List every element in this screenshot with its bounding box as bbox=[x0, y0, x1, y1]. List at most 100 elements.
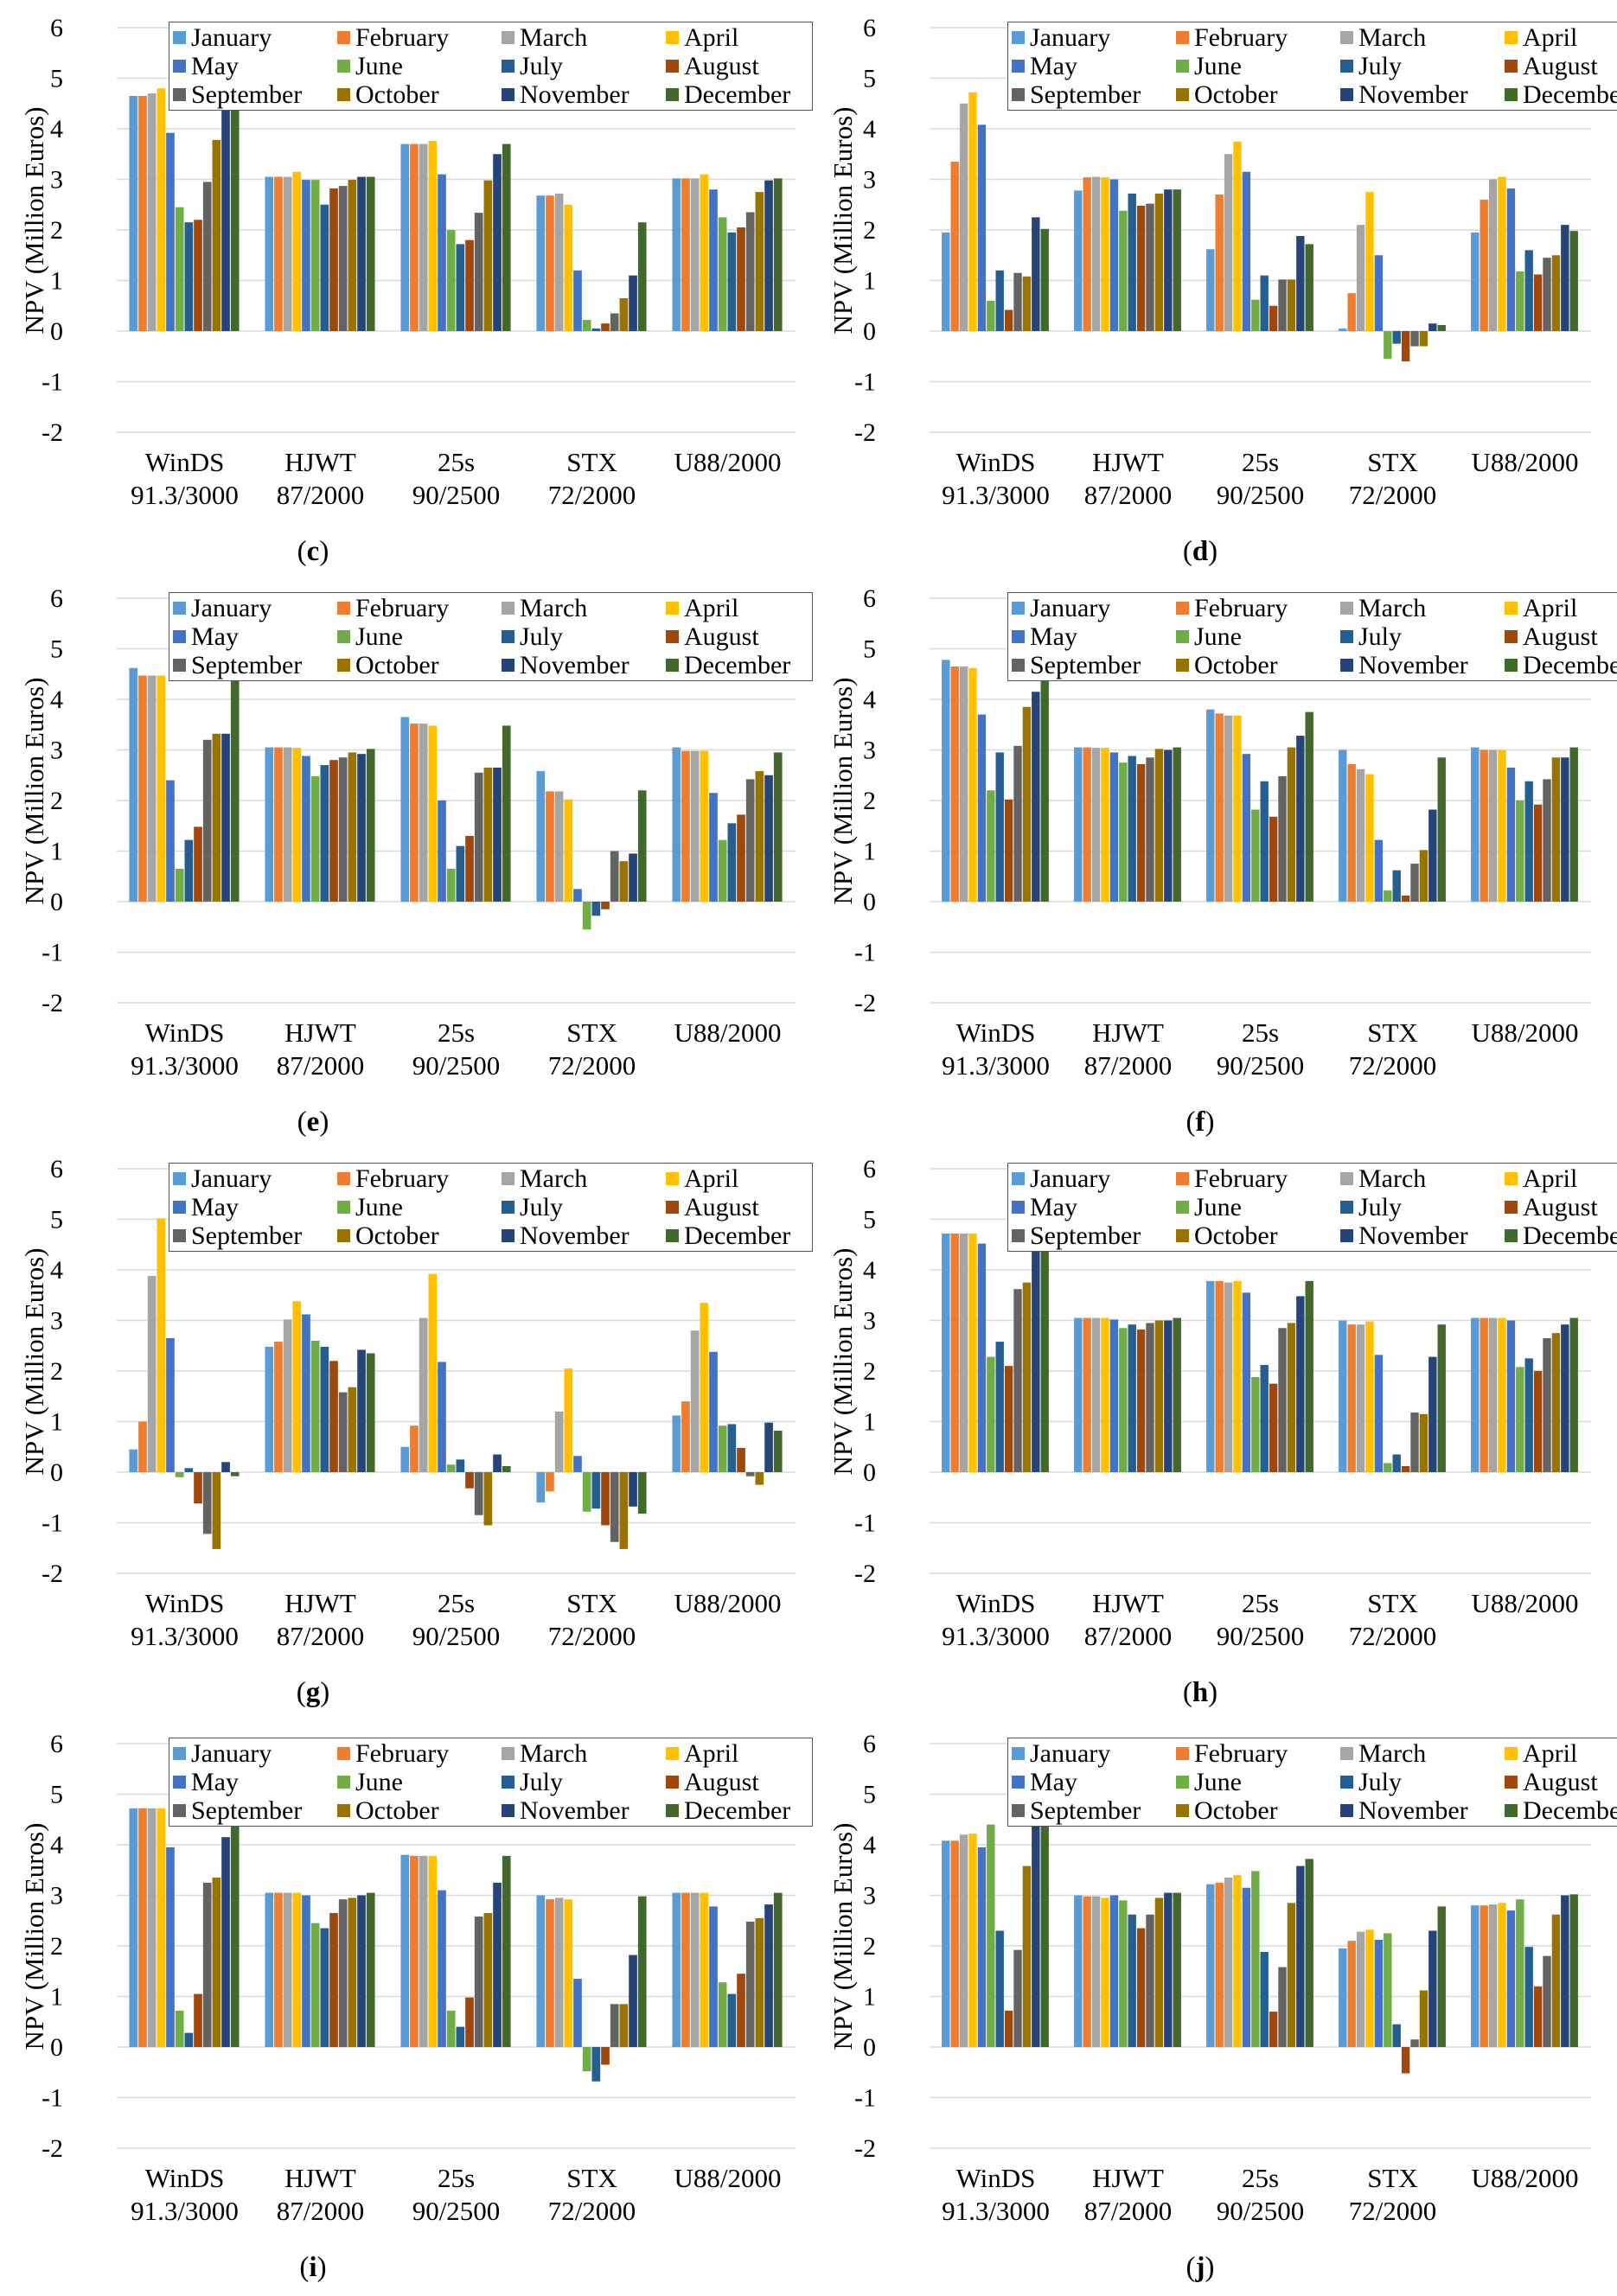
legend-swatch bbox=[666, 630, 679, 643]
legend-swatch bbox=[173, 630, 186, 643]
y-tick-label: 0 bbox=[50, 1458, 63, 1487]
bar-may bbox=[573, 889, 582, 902]
bar-october bbox=[619, 297, 629, 331]
bar-november bbox=[629, 853, 637, 902]
legend-swatch bbox=[502, 602, 514, 615]
bar-october bbox=[755, 1917, 764, 2047]
legend-item: October bbox=[1176, 1796, 1340, 1825]
bar-august bbox=[1401, 2047, 1410, 2074]
bar-september bbox=[610, 313, 619, 331]
legend-item: November bbox=[502, 651, 666, 679]
x-category-label: U88/2000 bbox=[674, 2163, 782, 2193]
bar-october bbox=[755, 771, 764, 902]
bar-january bbox=[265, 747, 274, 902]
legend-swatch bbox=[502, 1804, 514, 1817]
bar-march bbox=[1091, 748, 1101, 902]
bar-september bbox=[1146, 1323, 1154, 1472]
bar-february bbox=[950, 162, 959, 331]
legend-item: May bbox=[173, 52, 337, 80]
legend-label: November bbox=[1358, 80, 1468, 109]
bar-june bbox=[987, 1824, 995, 2047]
bar-june bbox=[310, 775, 320, 902]
y-tick-label: 3 bbox=[863, 737, 876, 765]
x-category-label: WinDS bbox=[956, 1588, 1036, 1618]
bar-december bbox=[1437, 1324, 1446, 1472]
bar-april bbox=[968, 1233, 977, 1472]
legend-swatch bbox=[1176, 1776, 1189, 1789]
legend-label: September bbox=[1030, 80, 1141, 109]
legend-label: October bbox=[1194, 80, 1278, 109]
legend-swatch bbox=[502, 88, 514, 101]
legend-label: January bbox=[191, 1164, 272, 1193]
chart-panel: NPV (Million Euros) -2 -1 0 1 2 3 4 5 6 WinDS 91.3/… bbox=[0, 0, 813, 571]
bar-july bbox=[1260, 275, 1269, 331]
bar-february bbox=[1083, 1896, 1091, 2047]
legend-swatch bbox=[1340, 630, 1353, 643]
legend-item: February bbox=[1176, 1164, 1340, 1193]
bar-september bbox=[745, 1921, 755, 2047]
bar-october bbox=[348, 752, 357, 902]
bar-july bbox=[591, 902, 601, 916]
legend-item: April bbox=[1505, 1739, 1617, 1768]
bar-december bbox=[1437, 757, 1446, 902]
bar-march bbox=[1091, 1317, 1101, 1472]
bar-june bbox=[446, 868, 456, 902]
bar-july bbox=[995, 1930, 1004, 2047]
bar-september bbox=[1543, 779, 1551, 902]
bar-december bbox=[1437, 324, 1446, 331]
bar-october bbox=[1022, 1282, 1032, 1472]
y-tick-label: 2 bbox=[863, 1932, 876, 1961]
legend-item: June bbox=[1176, 1193, 1340, 1221]
bar-may bbox=[1374, 1355, 1384, 1472]
bar-january bbox=[672, 1415, 681, 1472]
x-category-label: HJWT bbox=[284, 1017, 356, 1048]
legend-swatch bbox=[1012, 1172, 1025, 1185]
legend-label: October bbox=[355, 1221, 439, 1250]
bar-april bbox=[1101, 1317, 1109, 1472]
legend-label: May bbox=[1030, 52, 1077, 80]
legend-item: November bbox=[1340, 1221, 1505, 1250]
y-tick-label: 2 bbox=[863, 216, 876, 245]
y-tick-label: 2 bbox=[863, 1357, 876, 1386]
bar-march bbox=[959, 1834, 968, 2047]
bar-november bbox=[1164, 749, 1173, 902]
bar-july bbox=[1260, 781, 1269, 902]
legend-item: March bbox=[1340, 1739, 1505, 1768]
x-category-label: U88/2000 bbox=[674, 1588, 782, 1618]
bar-march bbox=[1488, 749, 1498, 902]
bar-july bbox=[1524, 1358, 1533, 1472]
bar-december bbox=[366, 1353, 375, 1472]
bar-march bbox=[1488, 1904, 1498, 2047]
y-tick-label: 6 bbox=[863, 14, 876, 42]
bar-august bbox=[329, 760, 338, 902]
bar-december bbox=[502, 144, 511, 331]
y-tick-label: 0 bbox=[863, 888, 876, 916]
legend-swatch bbox=[337, 88, 350, 101]
x-category-label: U88/2000 bbox=[1472, 1017, 1579, 1048]
y-tick-label: 4 bbox=[863, 686, 876, 714]
bar-february bbox=[1480, 1317, 1488, 1472]
y-tick-label: -2 bbox=[854, 418, 876, 447]
legend: January February March April May June July Augu… bbox=[169, 1738, 813, 1827]
bar-december bbox=[1040, 1821, 1049, 2047]
legend-item: December bbox=[1505, 1796, 1617, 1825]
legend-swatch bbox=[1505, 1229, 1518, 1242]
bar-november bbox=[629, 1472, 637, 1507]
legend-swatch bbox=[1176, 659, 1189, 672]
bar-june bbox=[1251, 1871, 1260, 2047]
bar-december bbox=[637, 790, 647, 902]
legend: January February March April May June July Augu… bbox=[1007, 1738, 1617, 1827]
bar-october bbox=[1551, 255, 1561, 331]
y-tick-label: 4 bbox=[50, 1256, 63, 1285]
bar-october bbox=[1287, 1903, 1296, 2047]
bar-december bbox=[637, 222, 647, 331]
legend-item: February bbox=[337, 1164, 502, 1193]
legend-swatch bbox=[502, 1229, 514, 1242]
bar-december bbox=[230, 676, 240, 902]
bar-june bbox=[582, 902, 591, 930]
bar-october bbox=[1287, 279, 1296, 331]
legend-swatch bbox=[1505, 31, 1518, 44]
legend-label: April bbox=[1523, 1164, 1578, 1193]
x-category-label: 87/2000 bbox=[1084, 1621, 1173, 1651]
bar-june bbox=[310, 180, 320, 331]
